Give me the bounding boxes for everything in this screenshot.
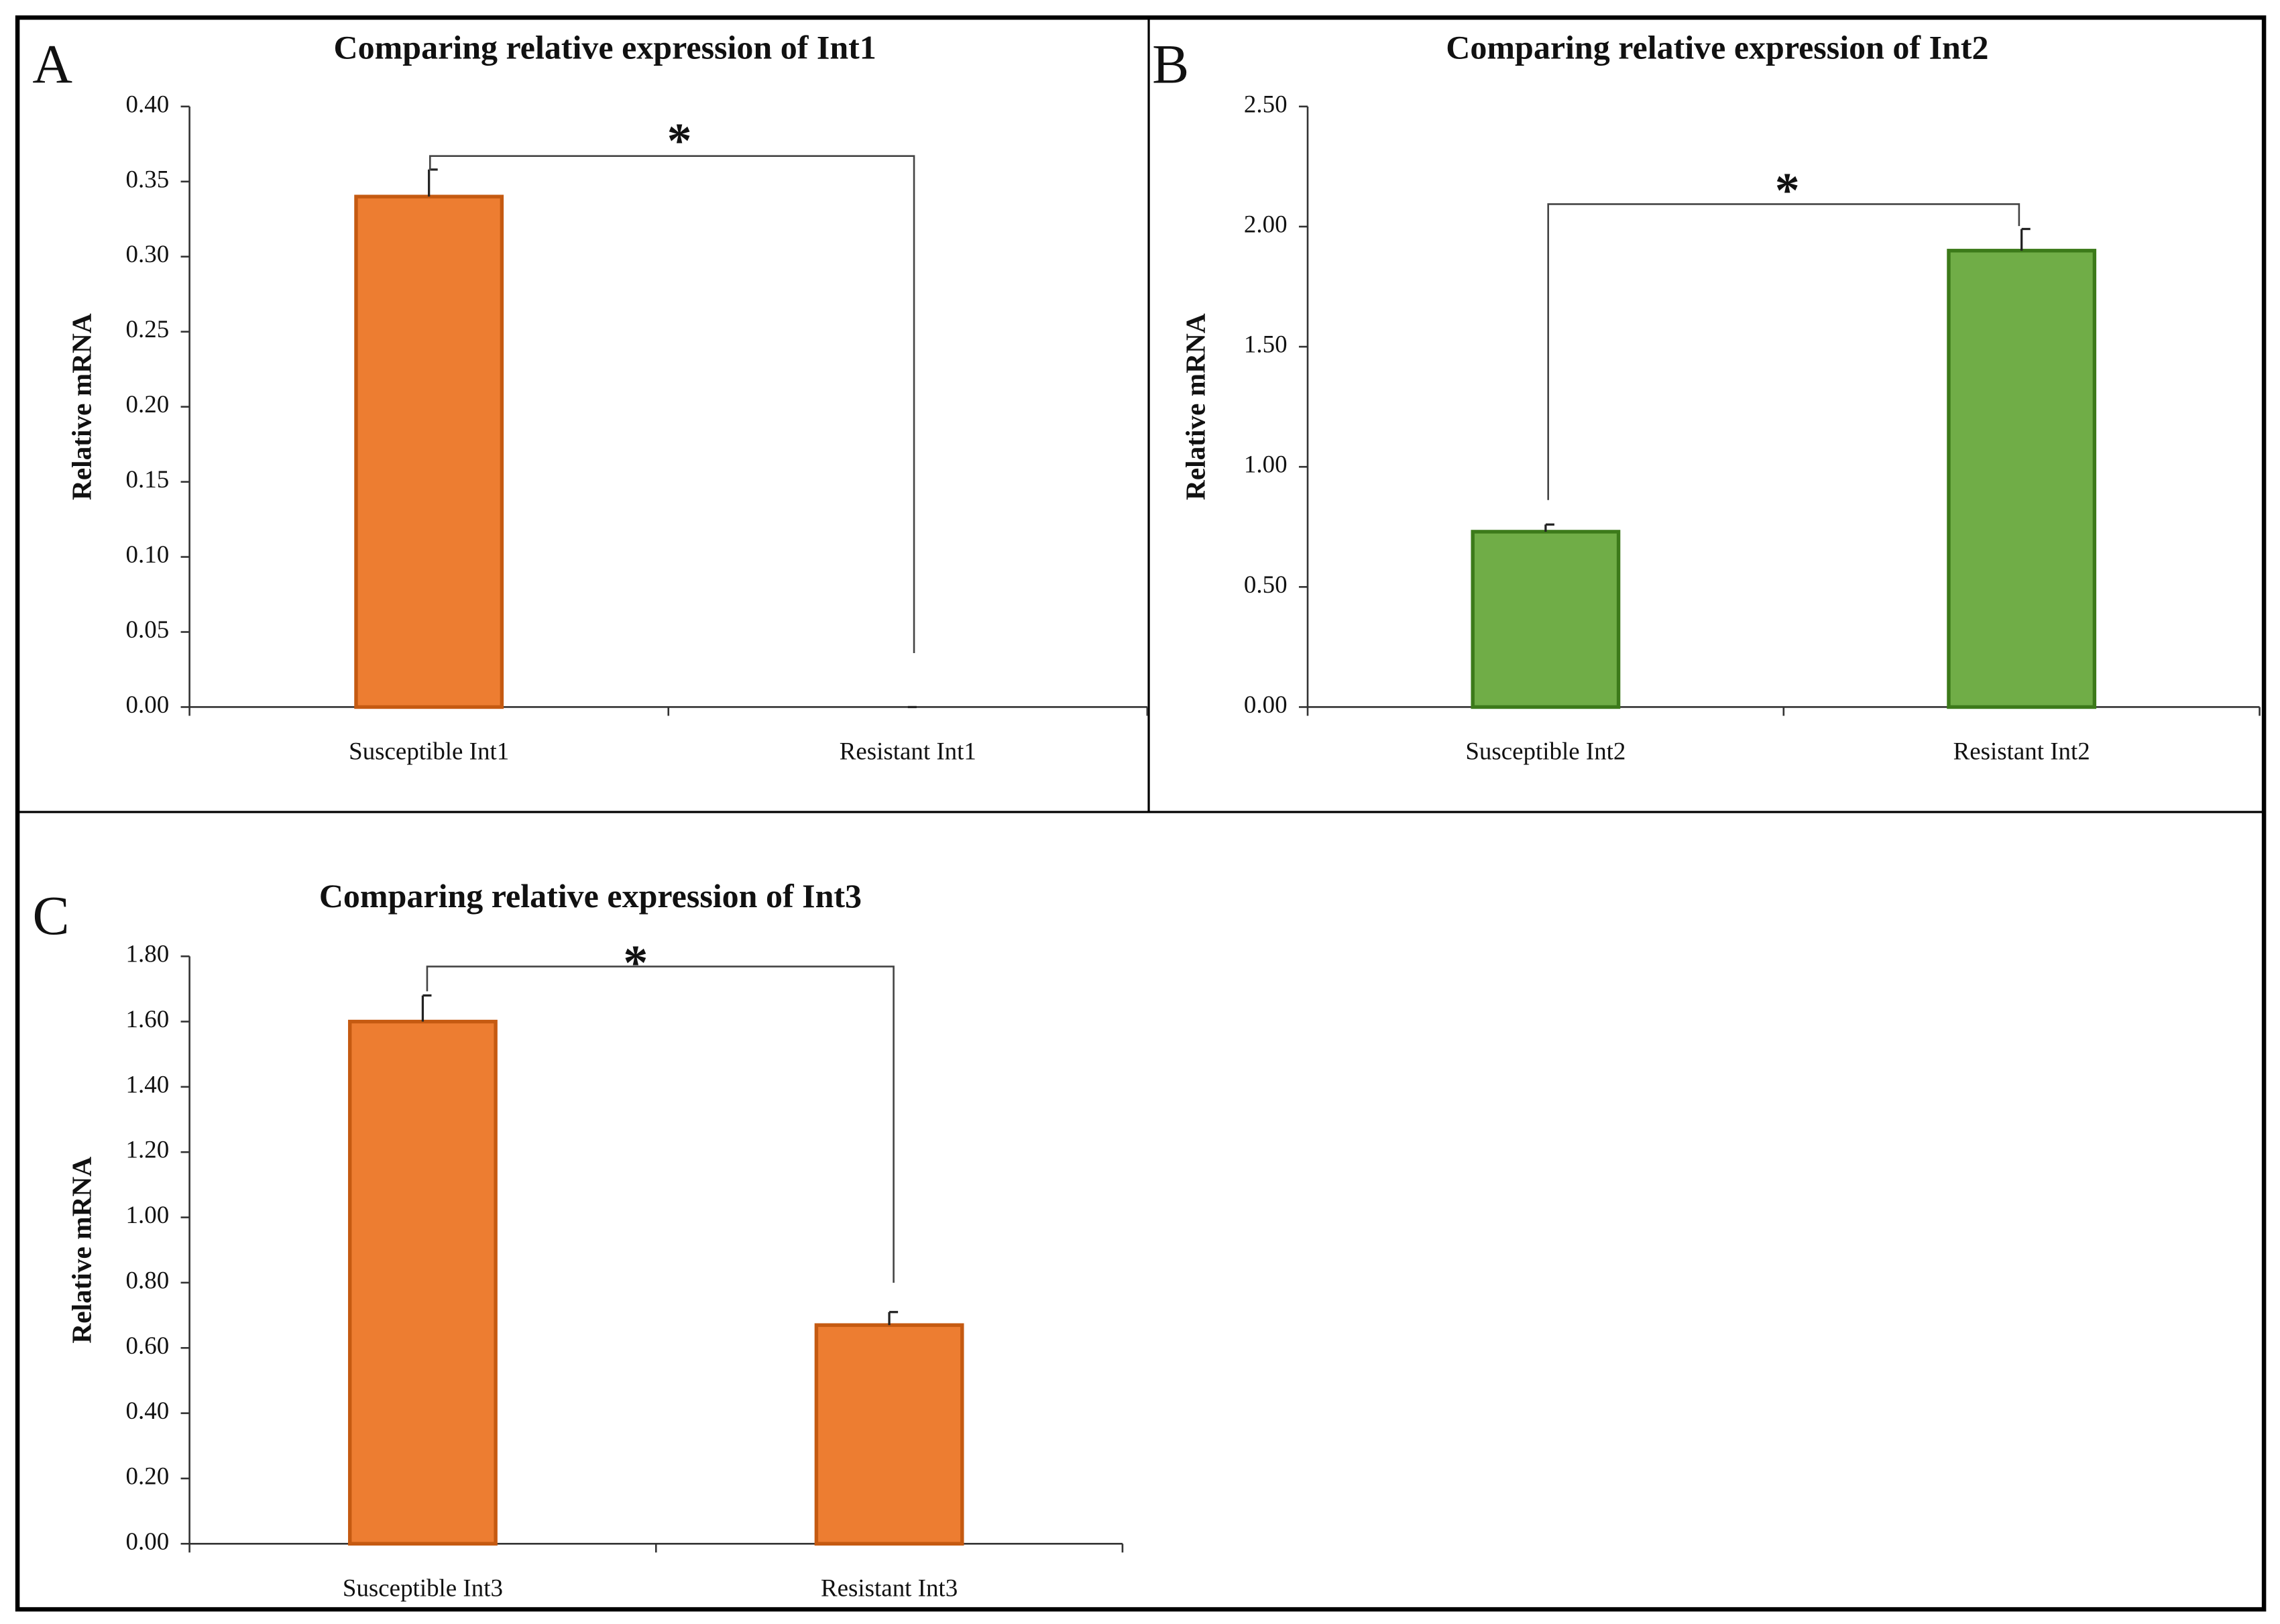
error-bar xyxy=(421,994,432,1022)
significance-star: * xyxy=(667,113,692,168)
chart-title: Comparing relative expression of Int3 xyxy=(319,877,862,915)
x-tick-label: Susceptible Int2 xyxy=(1465,738,1626,765)
y-tick-label: 0.35 xyxy=(126,165,170,192)
bar xyxy=(354,194,504,709)
significance-star: * xyxy=(623,935,648,990)
bar xyxy=(1471,530,1621,709)
outer-border xyxy=(15,15,2267,1612)
y-tick-label: 1.20 xyxy=(126,1136,170,1163)
chart-title: Comparing relative expression of Int1 xyxy=(334,29,876,66)
y-tick-label: 2.50 xyxy=(1244,90,1288,117)
y-tick-label: 0.80 xyxy=(126,1266,170,1293)
y-tick-label: 0.10 xyxy=(126,540,170,568)
panel-label: A xyxy=(32,33,72,95)
y-tick-label: 0.20 xyxy=(126,390,170,418)
x-tick-label: Resistant Int1 xyxy=(840,738,976,765)
y-tick-label: 1.50 xyxy=(1244,331,1288,358)
y-tick-label: 0.00 xyxy=(126,1527,170,1555)
y-axis-label: Relative mRNA xyxy=(66,1157,97,1344)
y-tick-label: 0.60 xyxy=(126,1332,170,1359)
error-bar xyxy=(888,1311,899,1326)
x-tick-label: Susceptible Int1 xyxy=(349,738,509,765)
y-tick-label: 1.40 xyxy=(126,1070,170,1098)
bar xyxy=(814,1323,964,1546)
y-tick-label: 0.50 xyxy=(1244,571,1288,598)
panel-label: C xyxy=(33,884,70,946)
bar xyxy=(1947,249,2097,709)
y-tick-label: 0.20 xyxy=(126,1462,170,1489)
y-tick-label: 0.25 xyxy=(126,315,170,343)
y-tick-label: 0.00 xyxy=(1244,691,1288,718)
y-tick-label: 2.00 xyxy=(1244,210,1288,237)
y-tick-label: 1.00 xyxy=(1244,451,1288,478)
significance-star: * xyxy=(1775,162,1800,217)
chart-title: Comparing relative expression of Int2 xyxy=(1446,29,1988,66)
x-tick-label: Resistant Int3 xyxy=(821,1574,958,1601)
panel-label: B xyxy=(1152,33,1189,95)
bar xyxy=(348,1019,498,1546)
x-tick-label: Resistant Int2 xyxy=(1953,738,2090,765)
y-axis-label: Relative mRNA xyxy=(66,313,97,500)
error-bar xyxy=(1544,523,1554,532)
y-tick-label: 0.40 xyxy=(126,1397,170,1424)
y-tick-label: 0.40 xyxy=(126,90,170,117)
y-tick-label: 0.00 xyxy=(126,691,170,718)
significance-bracket xyxy=(429,155,915,654)
y-tick-label: 1.60 xyxy=(126,1005,170,1033)
error-bar xyxy=(2020,227,2031,251)
y-tick-label: 0.30 xyxy=(126,240,170,268)
y-tick-label: 1.00 xyxy=(126,1201,170,1228)
significance-bracket xyxy=(426,966,895,1283)
y-tick-label: 0.05 xyxy=(126,616,170,643)
y-tick-label: 0.15 xyxy=(126,465,170,493)
y-tick-label: 1.80 xyxy=(126,940,170,968)
y-axis-label: Relative mRNA xyxy=(1180,313,1210,500)
x-tick-label: Susceptible Int3 xyxy=(343,1574,503,1601)
significance-bracket xyxy=(1547,203,2020,500)
